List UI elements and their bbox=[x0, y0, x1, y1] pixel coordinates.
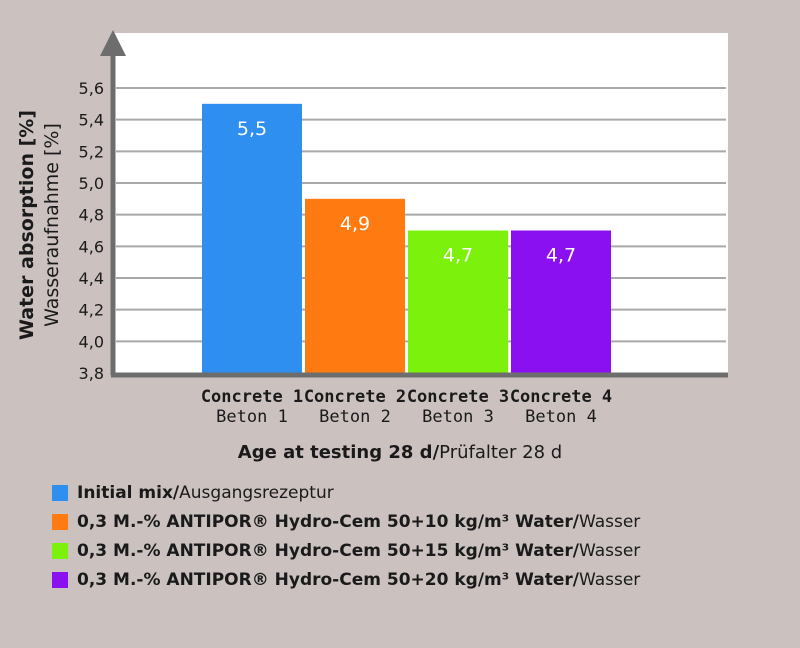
bar bbox=[305, 198, 405, 373]
bar bbox=[408, 230, 508, 373]
legend-swatch bbox=[52, 513, 68, 530]
y-tick-label: 4,6 bbox=[79, 237, 104, 256]
legend-item: 0,3 M.-% ANTIPOR® Hydro-Cem 50+15 kg/m³ … bbox=[52, 536, 640, 565]
legend-label-regular: Ausgangsrezeptur bbox=[179, 482, 334, 503]
bar-value-label: 5,5 bbox=[237, 118, 267, 140]
bar-value-label: 4,7 bbox=[443, 245, 473, 267]
x-tick-label-secondary: Beton 1 bbox=[216, 407, 288, 427]
x-axis-title: Age at testing 28 d/Prüfalter 28 d bbox=[238, 442, 562, 463]
bar bbox=[511, 230, 611, 373]
y-axis-arrow bbox=[100, 30, 126, 56]
y-tick-label: 4,2 bbox=[79, 301, 104, 320]
y-tick-label: 5,0 bbox=[79, 174, 104, 193]
x-tick-label-secondary: Beton 3 bbox=[422, 407, 494, 427]
x-tick-label-secondary: Beton 4 bbox=[525, 407, 597, 427]
x-tick-label: Concrete 4 bbox=[510, 387, 612, 407]
legend-item: 0,3 M.-% ANTIPOR® Hydro-Cem 50+10 kg/m³ … bbox=[52, 507, 640, 536]
x-axis-title-bold: Age at testing 28 d/ bbox=[238, 442, 440, 463]
x-tick-label: Concrete 3 bbox=[407, 387, 509, 407]
bar-value-label: 4,7 bbox=[546, 245, 576, 267]
y-axis-title-en: Water absorption [%] bbox=[16, 110, 38, 340]
y-tick-label: 4,0 bbox=[79, 332, 104, 351]
bar-value-label: 4,9 bbox=[340, 213, 370, 235]
x-tick-label: Concrete 2 bbox=[304, 387, 406, 407]
legend-label-bold: Initial mix/ bbox=[77, 482, 180, 503]
bar-chart: 5,5 4,9 4,7 4,7 3,8 4,0 4,2 4,4 4,6 4,8 5,0 5,2 5,4… bbox=[16, 30, 728, 463]
bar bbox=[202, 103, 302, 373]
y-axis-title-de: Wasseraufnahme [%] bbox=[41, 123, 63, 327]
x-axis-title-regular: Prüfalter 28 d bbox=[439, 442, 562, 463]
x-tick-label: Concrete 1 bbox=[201, 387, 303, 407]
legend-swatch bbox=[52, 542, 68, 559]
y-tick-label: 3,8 bbox=[79, 364, 104, 383]
legend-label-regular: Wasser bbox=[578, 569, 641, 590]
x-tick-label-secondary: Beton 2 bbox=[319, 407, 391, 427]
y-tick-label: 4,4 bbox=[79, 269, 104, 288]
legend-label-bold: 0,3 M.-% ANTIPOR® Hydro-Cem 50+15 kg/m³ … bbox=[77, 540, 579, 561]
legend-label-bold: 0,3 M.-% ANTIPOR® Hydro-Cem 50+10 kg/m³ … bbox=[77, 511, 579, 532]
legend-swatch bbox=[52, 484, 68, 501]
y-tick-label: 4,8 bbox=[79, 206, 104, 225]
legend-item: Initial mix/Ausgangsrezeptur bbox=[52, 478, 640, 507]
legend-label-regular: Wasser bbox=[578, 540, 641, 561]
legend: Initial mix/Ausgangsrezeptur 0,3 M.-% AN… bbox=[52, 478, 640, 594]
legend-swatch bbox=[52, 571, 68, 588]
legend-label-bold: 0,3 M.-% ANTIPOR® Hydro-Cem 50+20 kg/m³ … bbox=[77, 569, 579, 590]
y-tick-label: 5,6 bbox=[79, 79, 104, 98]
legend-label-regular: Wasser bbox=[578, 511, 641, 532]
y-tick-label: 5,4 bbox=[79, 111, 104, 130]
y-tick-label: 5,2 bbox=[79, 142, 104, 161]
y-ticks: 3,8 4,0 4,2 4,4 4,6 4,8 5,0 5,2 5,4 5,6 bbox=[79, 79, 104, 383]
legend-item: 0,3 M.-% ANTIPOR® Hydro-Cem 50+20 kg/m³ … bbox=[52, 565, 640, 594]
bars: 5,5 4,9 4,7 4,7 bbox=[202, 103, 611, 373]
